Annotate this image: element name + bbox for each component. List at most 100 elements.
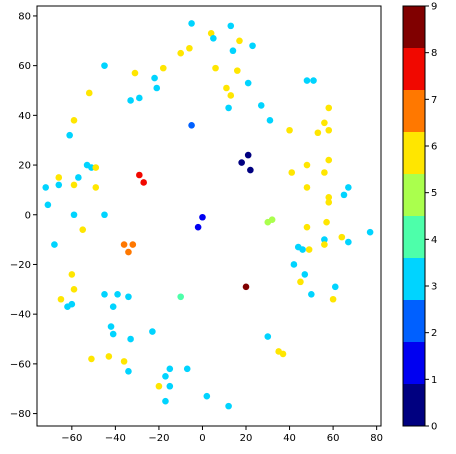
scatter-point: [55, 174, 63, 181]
scatter-point: [236, 37, 243, 45]
scatter-point: [325, 156, 333, 164]
scatter-point: [159, 64, 167, 72]
scatter-point: [44, 201, 52, 209]
x-tick-label: −20: [148, 433, 169, 444]
y-tick-label: 0: [25, 210, 31, 221]
scatter-point: [303, 161, 311, 169]
scatter-point: [68, 271, 76, 278]
scatter-point: [288, 169, 296, 176]
scatter-point: [314, 129, 322, 137]
scatter-point: [225, 402, 232, 410]
scatter-point: [303, 77, 311, 84]
scatter-point: [305, 246, 313, 253]
scatter-point: [323, 218, 330, 226]
scatter-point: [366, 228, 374, 236]
scatter-point: [207, 30, 215, 37]
scatter-point: [151, 74, 158, 82]
colorbar-tick-label: 4: [431, 235, 437, 246]
scatter-point: [162, 397, 169, 405]
scatter-point: [325, 126, 333, 134]
scatter-point: [188, 121, 195, 129]
scatter-point: [153, 84, 161, 92]
scatter-point: [186, 44, 193, 52]
colorbar-segment: [403, 174, 425, 216]
scatter-point: [257, 102, 265, 109]
scatter-point: [325, 104, 333, 112]
scatter-point: [223, 84, 230, 92]
scatter-point: [70, 211, 78, 219]
scatter-point: [120, 358, 128, 365]
colorbar-frame: [402, 5, 426, 427]
scatter-point: [340, 191, 348, 199]
scatter-point: [136, 94, 143, 102]
scatter-point: [308, 290, 315, 298]
x-tick-label: −60: [61, 433, 82, 444]
scatter-point: [79, 226, 87, 233]
colorbar-segment: [403, 90, 425, 132]
scatter-point: [299, 246, 306, 253]
scatter-point: [70, 286, 78, 293]
scatter-point: [101, 290, 108, 298]
scatter-point: [42, 184, 50, 191]
x-tick-label: 60: [327, 433, 340, 444]
scatter-point: [244, 151, 252, 159]
colorbar-segment: [403, 132, 425, 174]
x-tick-label: 0: [199, 433, 205, 444]
scatter-point: [286, 126, 293, 134]
scatter-point: [321, 236, 328, 243]
colorbar-tick-label: 5: [431, 188, 437, 199]
scatter-point: [203, 392, 211, 400]
y-tick-label: −40: [10, 310, 31, 321]
colorbar-tick-label: 8: [431, 48, 437, 59]
scatter-point: [109, 330, 117, 338]
x-tick-label: 20: [240, 433, 253, 444]
plot-area-frame: [36, 5, 382, 427]
scatter-point: [114, 290, 121, 298]
scatter-point: [51, 241, 58, 248]
scatter-point: [162, 372, 169, 380]
y-tick-label: 40: [18, 111, 31, 122]
scatter-point: [155, 382, 163, 390]
x-axis: −60 −40 −20 0 20 40 60 80: [61, 426, 383, 444]
scatter-point: [125, 293, 132, 301]
y-tick-label: 80: [18, 11, 31, 22]
scatter-point: [177, 293, 184, 301]
scatter-point: [64, 303, 71, 311]
colorbar-tick-label: 6: [431, 142, 437, 153]
y-tick-label: −20: [10, 260, 31, 271]
scatter-point: [177, 49, 184, 57]
y-axis: −80 −60 −40 −20 0 20 40 60 80: [10, 11, 37, 420]
scatter-point: [345, 184, 352, 191]
scatter-point: [325, 199, 333, 206]
colorbar-segment: [403, 300, 425, 342]
scatter-point: [55, 181, 63, 189]
scatter-point: [92, 184, 100, 191]
scatter-point: [345, 238, 352, 246]
colorbar-segment: [403, 258, 425, 300]
scatter-point: [321, 119, 328, 127]
scatter-point: [212, 64, 219, 72]
scatter-point: [297, 278, 304, 286]
scatter-point: [266, 117, 274, 124]
scatter-point: [125, 368, 132, 375]
scatter-point: [88, 355, 95, 363]
scatter-point: [264, 218, 272, 226]
scatter-point: [66, 131, 73, 139]
scatter-point: [210, 35, 217, 42]
colorbar: 0 1 2 3 4 5 6 7 8 9: [402, 2, 437, 433]
colorbar-tick-label: 7: [431, 95, 437, 106]
scatter-point: [70, 117, 78, 124]
scatter-point: [127, 97, 134, 104]
scatter-point: [129, 241, 137, 248]
scatter-point: [227, 92, 235, 99]
scatter-point: [325, 194, 333, 201]
scatter-point: [188, 20, 195, 27]
colorbar-segment: [403, 48, 425, 90]
scatter-point: [149, 328, 156, 335]
y-tick-label: −80: [10, 409, 31, 420]
scatter-point: [194, 223, 202, 231]
scatter-point: [321, 169, 328, 176]
scatter-point: [57, 295, 65, 303]
